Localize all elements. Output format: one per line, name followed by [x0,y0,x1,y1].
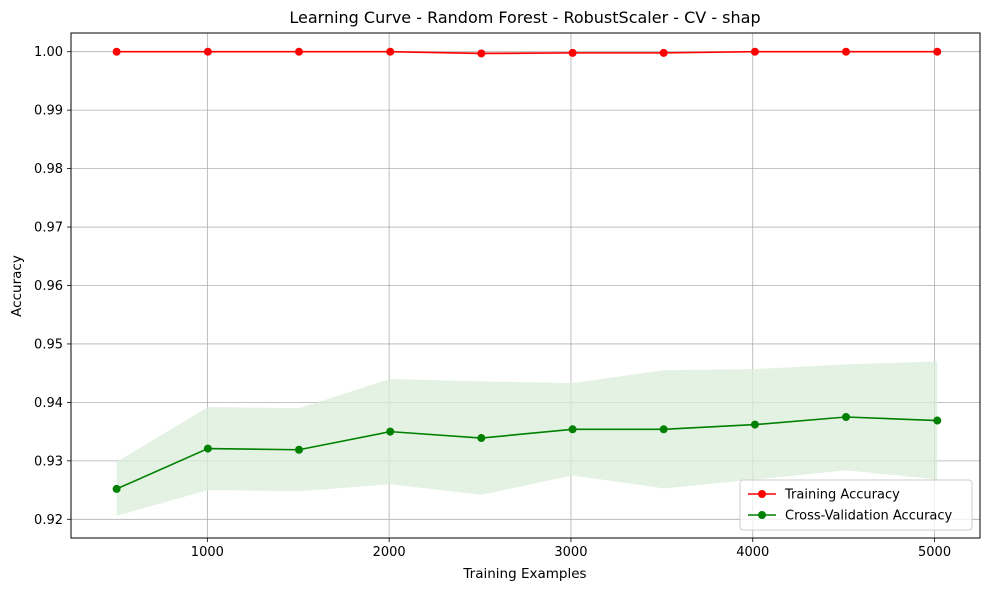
y-tick-label: 0.99 [34,104,63,119]
cross-validation-band [116,361,938,516]
legend-marker-cross-validation [758,511,766,519]
chart-title: Learning Curve - Random Forest - RobustS… [289,8,760,27]
legend-box [739,479,973,531]
cross-validation-point [659,425,668,434]
cross-validation-point [294,445,303,454]
training-point [112,47,121,56]
legend: Training Accuracy Cross-Validation Accura… [739,479,973,531]
cross-validation-point [203,444,212,453]
training-point [477,49,486,58]
x-tick-label: 4000 [736,545,769,560]
legend-label-training: Training Accuracy [784,488,900,503]
cross-validation-point [933,416,942,425]
y-axis-label: Accuracy [9,255,25,317]
y-tick-label: 0.93 [34,454,63,469]
x-tick-label: 5000 [918,545,951,560]
y-tick-label: 1.00 [34,45,63,60]
y-tick-label: 0.96 [34,279,63,294]
training-point [933,47,942,56]
x-tick-label: 3000 [554,545,587,560]
cross-validation-point [568,425,577,434]
x-axis-label: Training Examples [462,566,586,582]
series-markers [112,47,942,493]
training-point [750,47,759,56]
y-tick-label: 0.97 [34,221,63,236]
series-lines [116,50,938,490]
cross-validation-point [842,413,851,422]
y-tick-label: 0.95 [34,337,63,352]
x-tick-label: 2000 [373,545,406,560]
cross-validation-point [386,427,395,436]
legend-marker-training [758,490,766,498]
training-line [116,50,938,55]
training-point [386,47,395,56]
confidence-bands [116,51,938,516]
cross-validation-line [116,416,938,490]
x-tick-label: 1000 [191,545,224,560]
cross-validation-point [112,484,121,493]
cross-validation-point [750,420,759,429]
training-point [659,48,668,57]
axis-ticks: 1000 2000 3000 4000 5000 0.92 0.93 0.94 0.95 0.96… [34,45,951,560]
training-point [203,47,212,56]
training-point [842,47,851,56]
y-tick-label: 0.94 [34,396,63,411]
training-point [568,48,577,57]
cross-validation-point [477,434,486,443]
y-tick-label: 0.92 [34,513,63,528]
legend-label-cross-validation: Cross-Validation Accuracy [785,509,953,524]
y-tick-label: 0.98 [34,162,63,177]
training-point [294,47,303,56]
